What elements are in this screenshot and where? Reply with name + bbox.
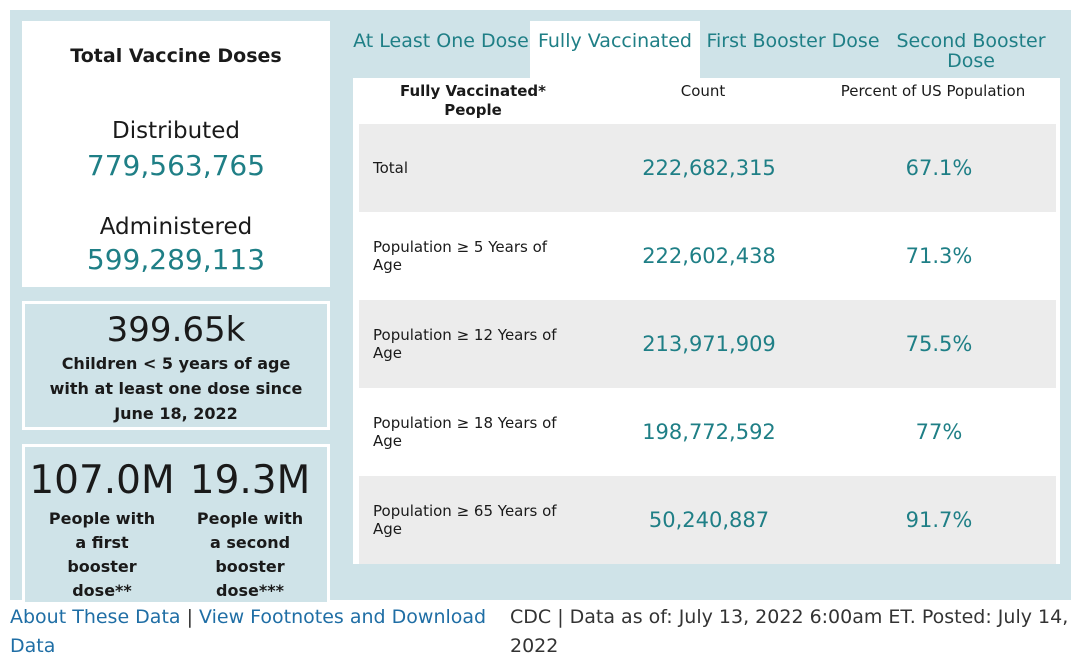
footer-separator: | [186, 606, 193, 628]
total-doses-title: Total Vaccine Doses [70, 45, 282, 67]
second-booster-stat: 19.3M People with a second booster dose*… [175, 457, 325, 602]
distributed-label: Distributed [112, 118, 240, 144]
row-count: 198,772,592 [642, 420, 776, 444]
row-percent: 71.3% [905, 244, 973, 268]
table-row: Population ≥ 5 Years of Age 222,602,438 … [359, 212, 1056, 300]
tab-first-booster-dose[interactable]: First Booster Dose [706, 30, 880, 52]
row-count: 222,602,438 [642, 244, 776, 268]
row-label: Total [373, 159, 409, 177]
table-row: Population ≥ 12 Years of Age 213,971,909… [359, 300, 1056, 388]
booster-card: 107.0M People with a first booster dose*… [22, 444, 330, 602]
second-booster-value: 19.3M [189, 458, 311, 503]
second-booster-label: People with a second booster dose*** [196, 509, 304, 600]
table-row: Population ≥ 65 Years of Age 50,240,887 … [359, 476, 1056, 564]
row-count: 222,682,315 [642, 156, 776, 180]
children-dose-card: 399.65k Children < 5 years of age with a… [22, 301, 330, 430]
row-label: Population ≥ 65 Years of Age [373, 502, 557, 538]
data-source-note: CDC | Data as of: July 13, 2022 6:00am E… [510, 606, 1069, 657]
total-doses-card: Total Vaccine Doses Distributed 779,563,… [22, 21, 330, 287]
administered-value: 599,289,113 [86, 243, 266, 276]
row-label: Population ≥ 18 Years of Age [373, 414, 557, 450]
column-header-count: Count [680, 82, 726, 100]
first-booster-label: People with a first booster dose** [48, 509, 156, 600]
vaccination-tabs: At Least One Dose Fully Vaccinated First… [353, 21, 1060, 78]
about-data-link[interactable]: About These Data [10, 606, 181, 628]
first-booster-value: 107.0M [29, 458, 175, 503]
table-row: Population ≥ 18 Years of Age 198,772,592… [359, 388, 1056, 476]
children-dose-value: 399.65k [106, 310, 246, 350]
footer-links: About These Data | View Footnotes and Do… [10, 603, 490, 661]
tab-second-booster-dose[interactable]: Second Booster Dose [896, 30, 1046, 72]
dashboard-panel: Total Vaccine Doses Distributed 779,563,… [10, 10, 1071, 602]
column-header-group: Fully Vaccinated* People [399, 82, 547, 119]
first-booster-stat: 107.0M People with a first booster dose*… [27, 457, 177, 602]
row-label: Population ≥ 5 Years of Age [373, 238, 548, 274]
table-row: Total 222,682,315 67.1% [359, 124, 1056, 212]
row-percent: 75.5% [905, 332, 973, 356]
children-dose-label: Children < 5 years of age with at least … [49, 354, 303, 423]
footnotes-download-link[interactable]: View Footnotes and Download Data [10, 606, 487, 657]
tab-fully-vaccinated[interactable]: Fully Vaccinated [530, 21, 700, 78]
row-count: 50,240,887 [648, 508, 770, 532]
row-percent: 91.7% [905, 508, 973, 532]
administered-label: Administered [99, 214, 253, 240]
tab-at-least-one-dose[interactable]: At Least One Dose [353, 30, 529, 52]
row-label: Population ≥ 12 Years of Age [373, 326, 557, 362]
row-count: 213,971,909 [642, 332, 776, 356]
row-percent: 77% [915, 420, 963, 444]
row-percent: 67.1% [905, 156, 973, 180]
distributed-value: 779,563,765 [86, 149, 266, 182]
column-header-percent: Percent of US Population [840, 82, 1026, 100]
vaccination-table: Fully Vaccinated* People Count Percent o… [353, 78, 1060, 564]
